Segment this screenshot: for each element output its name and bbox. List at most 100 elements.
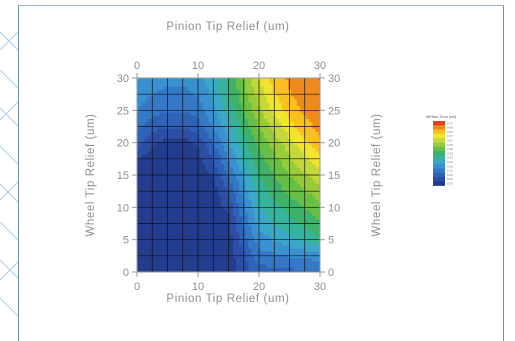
heatmap-cell [162,166,167,171]
heatmap-cell [202,170,207,174]
heatmap-cell [266,208,271,213]
heatmap-cell [172,137,176,142]
heatmap-cell [309,78,313,81]
heatmap-cell [291,102,295,107]
heatmap-cell [284,199,289,204]
heatmap-cell [147,231,152,236]
heatmap-cell [251,115,256,120]
heatmap-cell [162,186,167,191]
heatmap-cell [190,212,195,217]
heatmap-cell [266,212,271,217]
heatmap-cell [147,131,152,136]
heatmap-cell [269,176,274,181]
heatmap-cell [239,228,243,233]
heatmap-cell [266,160,271,165]
heatmap-cell [245,234,249,239]
heatmap-cell [312,183,317,187]
heatmap-cell [281,247,286,252]
heatmap-cell [263,153,268,158]
heatmap-cell [260,260,265,265]
heatmap-cell [159,231,164,236]
heatmap-cell [294,250,298,255]
colorbar-swatch [433,146,445,152]
heatmap-cell [251,247,256,252]
heatmap-cell [220,183,225,187]
heatmap-cell [178,183,182,187]
heatmap-cell [172,234,176,239]
heatmap-cell [233,99,237,103]
heatmap-cell [220,212,225,217]
heatmap-cell [315,102,320,107]
heatmap-cell [239,257,243,262]
heatmap-cell [214,260,219,265]
heatmap-cell [275,215,280,220]
heatmap-cell [190,218,195,223]
heatmap-cell [309,131,313,136]
heatmap-cell [245,199,249,204]
heatmap-cell [248,270,252,272]
heatmap-cell [147,99,152,103]
heatmap-cell [205,95,210,100]
heatmap-cell [269,134,274,139]
heatmap-cell [312,166,317,171]
heatmap-cell [184,183,188,187]
heatmap-cell [190,260,195,265]
heatmap-cell [315,79,320,84]
heatmap-cell [260,118,265,123]
y-tick-label-left: 20 [117,138,129,150]
heatmap-cell [138,270,143,272]
heatmap-cell [223,163,228,168]
heatmap-cell [159,102,164,107]
heatmap-cell [190,228,195,233]
heatmap-cell [297,79,301,84]
heatmap-cell [153,131,158,136]
heatmap-cell [291,228,295,233]
heatmap-cell [297,218,301,223]
heatmap-cell [190,134,195,139]
heatmap-cell [220,144,225,149]
heatmap-cell [306,134,310,139]
heatmap-cell [193,231,198,236]
heatmap-cell [159,134,164,139]
heatmap-cell [260,170,265,174]
heatmap-cell [233,163,237,168]
heatmap-cell [137,166,140,171]
heatmap-cell [297,105,301,110]
heatmap-cell [254,163,259,168]
heatmap-cell [223,79,228,84]
heatmap-cell [205,179,210,184]
heatmap-cell [159,208,164,213]
colorbar-swatch [433,181,445,186]
heatmap-cell [202,95,207,100]
heatmap-cell [159,160,164,165]
heatmap-cell [193,82,198,87]
heatmap-cell [156,186,161,191]
heatmap-cell [137,95,140,100]
heatmap-cell [236,147,240,152]
heatmap-cell [162,137,167,142]
heatmap-cell [193,208,198,213]
heatmap-cell [230,231,234,236]
heatmap-cell [156,267,161,271]
heatmap-cell [153,111,158,116]
heatmap-cell [278,199,283,204]
heatmap-cell [236,144,240,149]
heatmap-cell [214,150,219,155]
heatmap-cell [291,86,295,90]
heatmap-cell [162,115,167,120]
heatmap-cell [153,86,158,90]
heatmap-cell [199,144,204,149]
heatmap-cell [205,247,210,252]
heatmap-cell [144,270,149,272]
heatmap-cell [306,231,310,236]
heatmap-cell [294,263,298,268]
heatmap-cell [275,134,280,139]
heatmap-cell [199,166,204,171]
heatmap-cell [199,208,204,213]
heatmap-cell [260,82,265,87]
heatmap-cell [147,163,152,168]
heatmap-cell [278,241,283,246]
heatmap-cell [193,105,198,110]
heatmap-cell [159,234,164,239]
heatmap-cell [159,218,164,223]
